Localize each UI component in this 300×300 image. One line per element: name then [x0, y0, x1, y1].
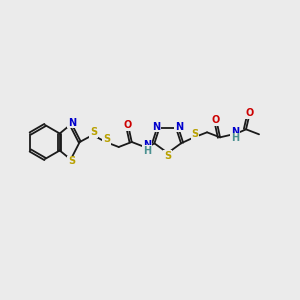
Text: O: O: [124, 120, 132, 130]
Text: S: S: [90, 127, 97, 137]
Text: N: N: [152, 122, 160, 132]
Text: H: H: [231, 133, 239, 143]
Text: O: O: [212, 115, 220, 125]
Text: N: N: [68, 118, 76, 128]
Text: S: S: [191, 129, 199, 139]
Text: N: N: [143, 140, 151, 150]
Text: S: S: [68, 157, 75, 166]
Text: N: N: [231, 127, 239, 137]
Text: S: S: [103, 134, 110, 144]
Text: O: O: [246, 108, 254, 118]
Text: N: N: [175, 122, 183, 132]
Text: H: H: [143, 146, 151, 156]
Text: S: S: [164, 151, 171, 161]
